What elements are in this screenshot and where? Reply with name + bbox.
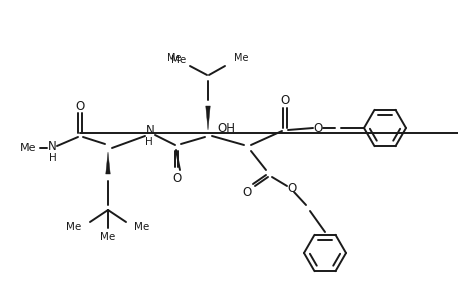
Text: N: N bbox=[146, 124, 154, 137]
Text: OH: OH bbox=[217, 121, 235, 135]
Text: Me: Me bbox=[66, 222, 82, 232]
Polygon shape bbox=[106, 152, 110, 174]
Text: O: O bbox=[313, 121, 322, 135]
Text: O: O bbox=[287, 181, 297, 194]
Text: Me: Me bbox=[167, 53, 181, 63]
Text: Me: Me bbox=[100, 232, 115, 242]
Text: Me: Me bbox=[134, 222, 150, 232]
Text: Me: Me bbox=[171, 55, 186, 65]
Polygon shape bbox=[206, 106, 210, 130]
Text: N: N bbox=[48, 140, 56, 153]
Text: O: O bbox=[280, 95, 289, 107]
Text: Me: Me bbox=[234, 53, 249, 63]
Text: H: H bbox=[145, 137, 153, 147]
Text: O: O bbox=[242, 185, 251, 198]
Text: O: O bbox=[76, 99, 85, 112]
Text: O: O bbox=[172, 172, 182, 184]
Text: Me: Me bbox=[20, 143, 36, 153]
Text: H: H bbox=[49, 153, 57, 163]
